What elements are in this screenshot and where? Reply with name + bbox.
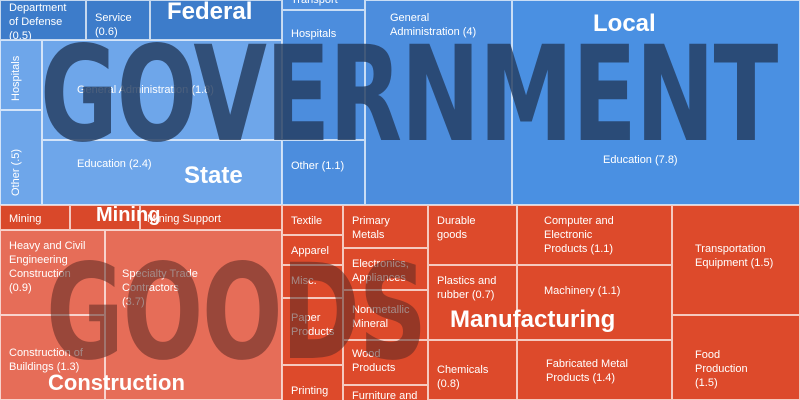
cell: Transportation Equipment (1.5) xyxy=(672,205,800,315)
cell: Education (2.4) xyxy=(42,140,282,205)
section-label: Construction xyxy=(48,370,185,395)
cell: Department of Defense (0.5) xyxy=(0,0,86,40)
cell: Education (7.8) xyxy=(512,0,800,205)
cell: Paper Products xyxy=(282,298,343,365)
cell: Chemicals (0.8) xyxy=(428,340,517,400)
cell: Fabricated Metal Products (1.4) xyxy=(517,340,672,400)
cell: Furniture and xyxy=(343,385,428,400)
cell: Specialty Trade Contractors (3.7) xyxy=(105,230,282,400)
cell: Textile xyxy=(282,205,343,235)
cell: Transport xyxy=(282,0,365,10)
cell: Other (.5) xyxy=(0,110,42,205)
overlay-title: GOODS xyxy=(46,236,427,390)
section-label: Manufacturing xyxy=(450,306,616,333)
cell xyxy=(70,205,140,230)
cell: Hospitals xyxy=(0,40,42,110)
cell: Primary Metals xyxy=(343,205,428,248)
cell: Hospitals xyxy=(282,10,365,140)
cell: Durable goods xyxy=(428,205,517,265)
cell: Other (1.1) xyxy=(282,140,365,205)
cell: Mining Support xyxy=(140,205,282,230)
cell: Nonmetallic Mineral xyxy=(343,290,428,340)
cell: General Administration (4) xyxy=(365,0,512,205)
cell: Printing xyxy=(282,365,343,400)
section-label: Federal xyxy=(167,0,253,25)
cell: Electronics, Appliances xyxy=(343,248,428,290)
cell: Apparel xyxy=(282,235,343,265)
cell: Service (0.6) xyxy=(86,0,150,40)
cell xyxy=(150,0,282,40)
section-label: Local xyxy=(593,10,656,37)
cell: Computer and Electronic Products (1.1) xyxy=(517,205,672,265)
cell: Food Production (1.5) xyxy=(672,315,800,400)
cell: Heavy and Civil Engineering Construction… xyxy=(0,230,105,315)
cell: General Administration (1.8) xyxy=(42,40,282,140)
section-label: State xyxy=(184,162,243,189)
cell: Wood Products xyxy=(343,340,428,385)
section-label: Mining xyxy=(96,204,161,226)
overlay-title: GOVERNMENT xyxy=(40,18,778,172)
cell: Machinery (1.1) xyxy=(517,265,672,340)
cell: Mining xyxy=(0,205,70,230)
cell: Construction of Buildings (1.3) xyxy=(0,315,105,400)
cell: Misc. xyxy=(282,265,343,298)
cell: Plastics and rubber (0.7) xyxy=(428,265,517,340)
